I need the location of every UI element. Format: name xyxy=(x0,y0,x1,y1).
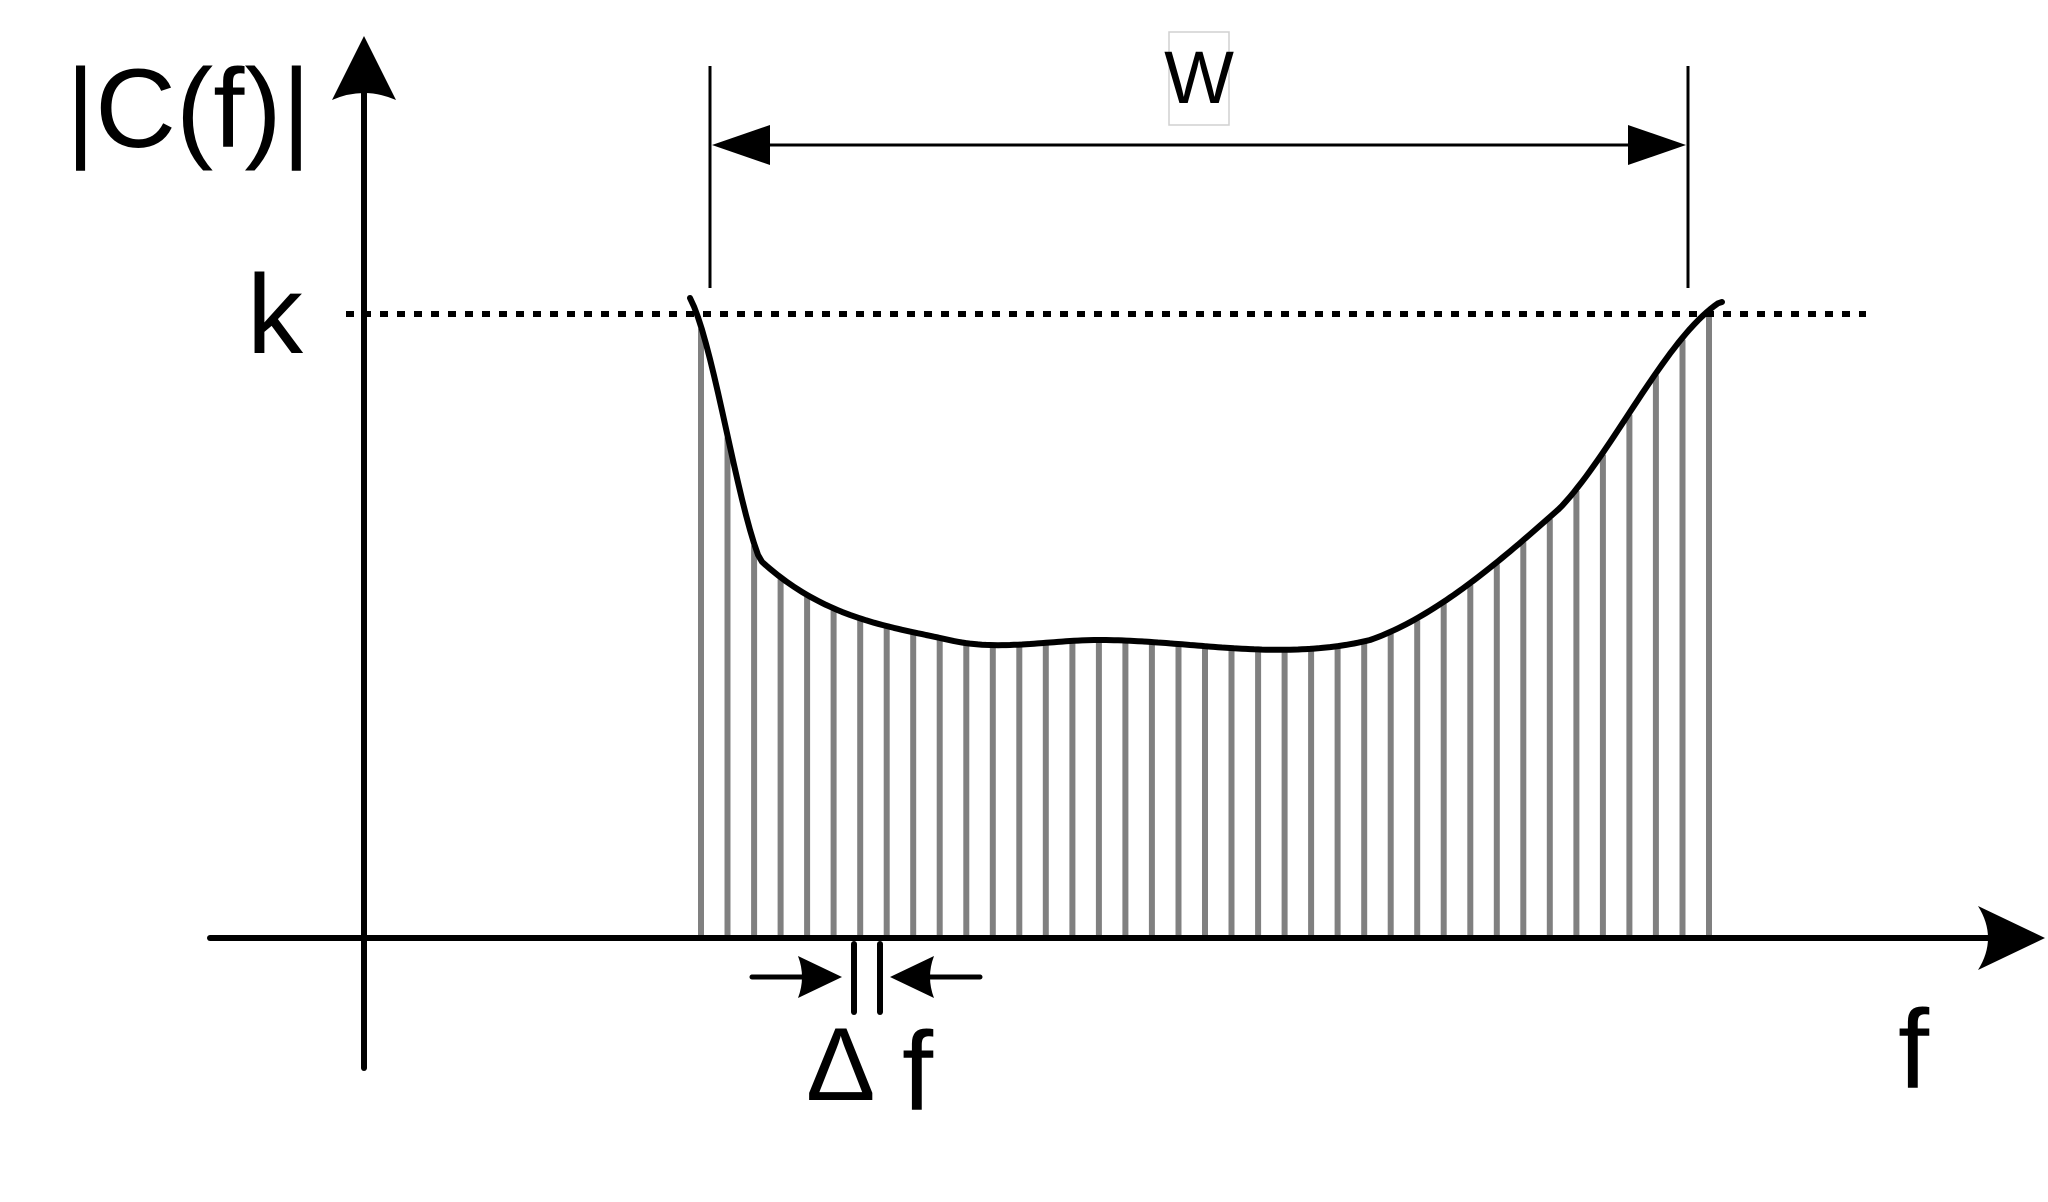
x-axis-label: f xyxy=(1898,987,1930,1112)
magnitude-curve xyxy=(687,295,1725,653)
width-label-box xyxy=(1168,31,1230,126)
spacing-arrow-right-head xyxy=(890,956,934,998)
y-axis-arrowhead xyxy=(332,36,396,100)
width-arrowhead-left xyxy=(712,125,770,165)
x-axis-arrowhead xyxy=(1978,906,2045,970)
delta-f-label: f xyxy=(902,1009,934,1134)
spacing-arrow-left-head xyxy=(798,956,842,998)
width-label: W xyxy=(1164,36,1234,119)
y-axis-label: |C(f)| xyxy=(66,46,311,171)
level-label-k: k xyxy=(247,252,304,377)
spectral-sample-bars xyxy=(698,312,1712,938)
delta-symbol: Δ xyxy=(806,1007,875,1123)
width-arrowhead-right xyxy=(1628,125,1686,165)
